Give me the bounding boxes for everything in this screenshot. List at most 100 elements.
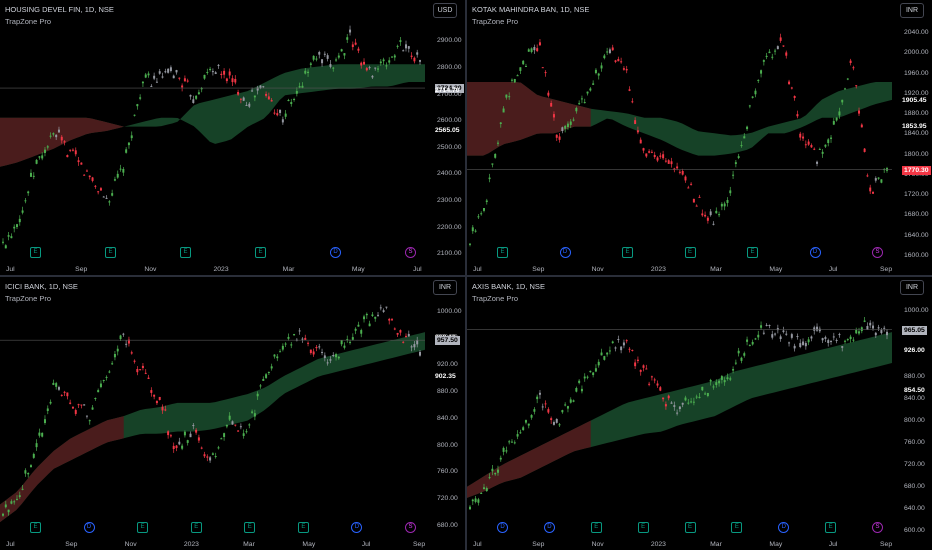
chart-pane-icici[interactable]: ICICI BANK, 1D, NSE TrapZone Pro INR 100… bbox=[0, 277, 465, 550]
candle-body bbox=[628, 89, 631, 91]
dividend-icon[interactable]: D bbox=[778, 522, 790, 533]
price-chart[interactable] bbox=[467, 0, 932, 275]
earnings-icon[interactable]: E bbox=[105, 247, 116, 258]
split-icon[interactable]: S bbox=[405, 247, 416, 258]
earnings-icon[interactable]: E bbox=[137, 522, 149, 533]
earnings-icon[interactable]: E bbox=[255, 247, 266, 258]
earnings-icon[interactable]: E bbox=[637, 522, 649, 533]
pane-divider-horizontal[interactable] bbox=[0, 275, 932, 277]
candle-body bbox=[155, 400, 158, 404]
earnings-icon[interactable]: E bbox=[497, 247, 508, 258]
candle-body bbox=[242, 97, 245, 101]
candle-body bbox=[841, 346, 844, 348]
earnings-icon[interactable]: E bbox=[825, 522, 837, 533]
x-axis-label: 2023 bbox=[183, 541, 199, 548]
candle-body bbox=[186, 440, 189, 443]
currency-button[interactable]: INR bbox=[900, 3, 924, 18]
earnings-icon[interactable]: E bbox=[297, 522, 309, 533]
chart-pane-axis[interactable]: AXIS BANK, 1D, NSE TrapZone Pro INR 1000… bbox=[467, 277, 932, 550]
candle-body bbox=[653, 154, 656, 158]
earnings-icon[interactable]: E bbox=[622, 247, 633, 258]
earnings-icon[interactable]: E bbox=[244, 522, 256, 533]
split-icon[interactable]: S bbox=[405, 522, 416, 533]
candle-body bbox=[746, 339, 749, 342]
candle-body bbox=[410, 346, 413, 348]
symbol-title[interactable]: ICICI BANK, 1D, NSE bbox=[5, 282, 78, 291]
indicator-label[interactable]: TrapZone Pro bbox=[472, 294, 518, 303]
earnings-icon[interactable]: E bbox=[590, 522, 602, 533]
candle-body bbox=[228, 71, 231, 76]
candle-body bbox=[242, 433, 245, 436]
candle-body bbox=[622, 342, 625, 346]
candle-body bbox=[102, 380, 105, 382]
candle-body bbox=[555, 418, 558, 423]
candle-body bbox=[119, 168, 122, 170]
dividend-icon[interactable]: D bbox=[330, 247, 341, 258]
price-chart[interactable] bbox=[467, 277, 932, 550]
indicator-label[interactable]: TrapZone Pro bbox=[5, 17, 51, 26]
dividend-icon[interactable]: D bbox=[559, 247, 571, 258]
candle-body bbox=[740, 357, 743, 361]
chart-pane-kotak[interactable]: KOTAK MAHINDRA BAN, 1D, NSE TrapZone Pro… bbox=[467, 0, 932, 275]
dividend-icon[interactable]: D bbox=[809, 247, 821, 258]
currency-button[interactable]: INR bbox=[900, 280, 924, 295]
dividend-icon[interactable]: D bbox=[83, 522, 95, 533]
candle-body bbox=[667, 160, 670, 164]
price-chart[interactable] bbox=[0, 0, 465, 275]
symbol-title[interactable]: HOUSING DEVEL FIN, 1D, NSE bbox=[5, 5, 114, 14]
earnings-icon[interactable]: E bbox=[180, 247, 191, 258]
currency-button[interactable]: USD bbox=[433, 3, 457, 18]
candle-body bbox=[214, 456, 217, 458]
candle-body bbox=[858, 331, 861, 334]
candle-body bbox=[206, 456, 209, 458]
candle-body bbox=[597, 73, 600, 76]
trapzone-bear-cloud bbox=[467, 420, 591, 498]
symbol-title[interactable]: AXIS BANK, 1D, NSE bbox=[472, 282, 545, 291]
earnings-icon[interactable]: E bbox=[731, 522, 743, 533]
candle-body bbox=[614, 347, 617, 349]
split-icon[interactable]: S bbox=[872, 247, 883, 258]
candle-body bbox=[46, 146, 49, 148]
symbol-title[interactable]: KOTAK MAHINDRA BAN, 1D, NSE bbox=[472, 5, 590, 14]
dividend-icon[interactable]: D bbox=[351, 522, 363, 533]
candle-body bbox=[55, 383, 58, 387]
chart-pane-hdfc[interactable]: HOUSING DEVEL FIN, 1D, NSE TrapZone Pro … bbox=[0, 0, 465, 275]
candle-body bbox=[189, 94, 192, 97]
earnings-icon[interactable]: E bbox=[30, 522, 41, 533]
earnings-icon[interactable]: E bbox=[190, 522, 202, 533]
candle-body bbox=[802, 136, 805, 139]
candle-body bbox=[374, 316, 377, 319]
candle-body bbox=[136, 369, 139, 373]
candle-body bbox=[494, 473, 497, 475]
currency-button[interactable]: INR bbox=[433, 280, 457, 295]
earnings-icon[interactable]: E bbox=[684, 522, 696, 533]
candle-body bbox=[886, 331, 888, 336]
candle-body bbox=[631, 101, 634, 103]
earnings-icon[interactable]: E bbox=[747, 247, 758, 258]
price-chart[interactable] bbox=[0, 277, 465, 550]
split-icon[interactable]: S bbox=[872, 522, 883, 533]
x-axis-label: Sep bbox=[532, 541, 545, 548]
trapzone-bear-cloud bbox=[467, 82, 591, 156]
earnings-icon[interactable]: E bbox=[30, 247, 41, 258]
candle-body bbox=[413, 57, 416, 62]
candle-body bbox=[754, 338, 757, 340]
candle-body bbox=[636, 130, 639, 133]
dividend-icon[interactable]: D bbox=[497, 522, 508, 533]
candle-body bbox=[329, 359, 332, 361]
candle-body bbox=[620, 346, 623, 351]
candle-body bbox=[709, 379, 712, 382]
y-axis-label: 1680.00 bbox=[904, 211, 929, 219]
candle-body bbox=[566, 406, 569, 409]
candle-body bbox=[760, 325, 763, 328]
indicator-label[interactable]: TrapZone Pro bbox=[5, 294, 51, 303]
candle-body bbox=[788, 342, 791, 344]
candle-body bbox=[32, 175, 35, 177]
earnings-icon[interactable]: E bbox=[684, 247, 696, 258]
candle-body bbox=[382, 59, 385, 62]
indicator-label[interactable]: TrapZone Pro bbox=[472, 17, 518, 26]
candle-body bbox=[816, 161, 819, 164]
candle-body bbox=[807, 141, 810, 145]
candle-body bbox=[178, 77, 181, 79]
dividend-icon[interactable]: D bbox=[543, 522, 555, 533]
